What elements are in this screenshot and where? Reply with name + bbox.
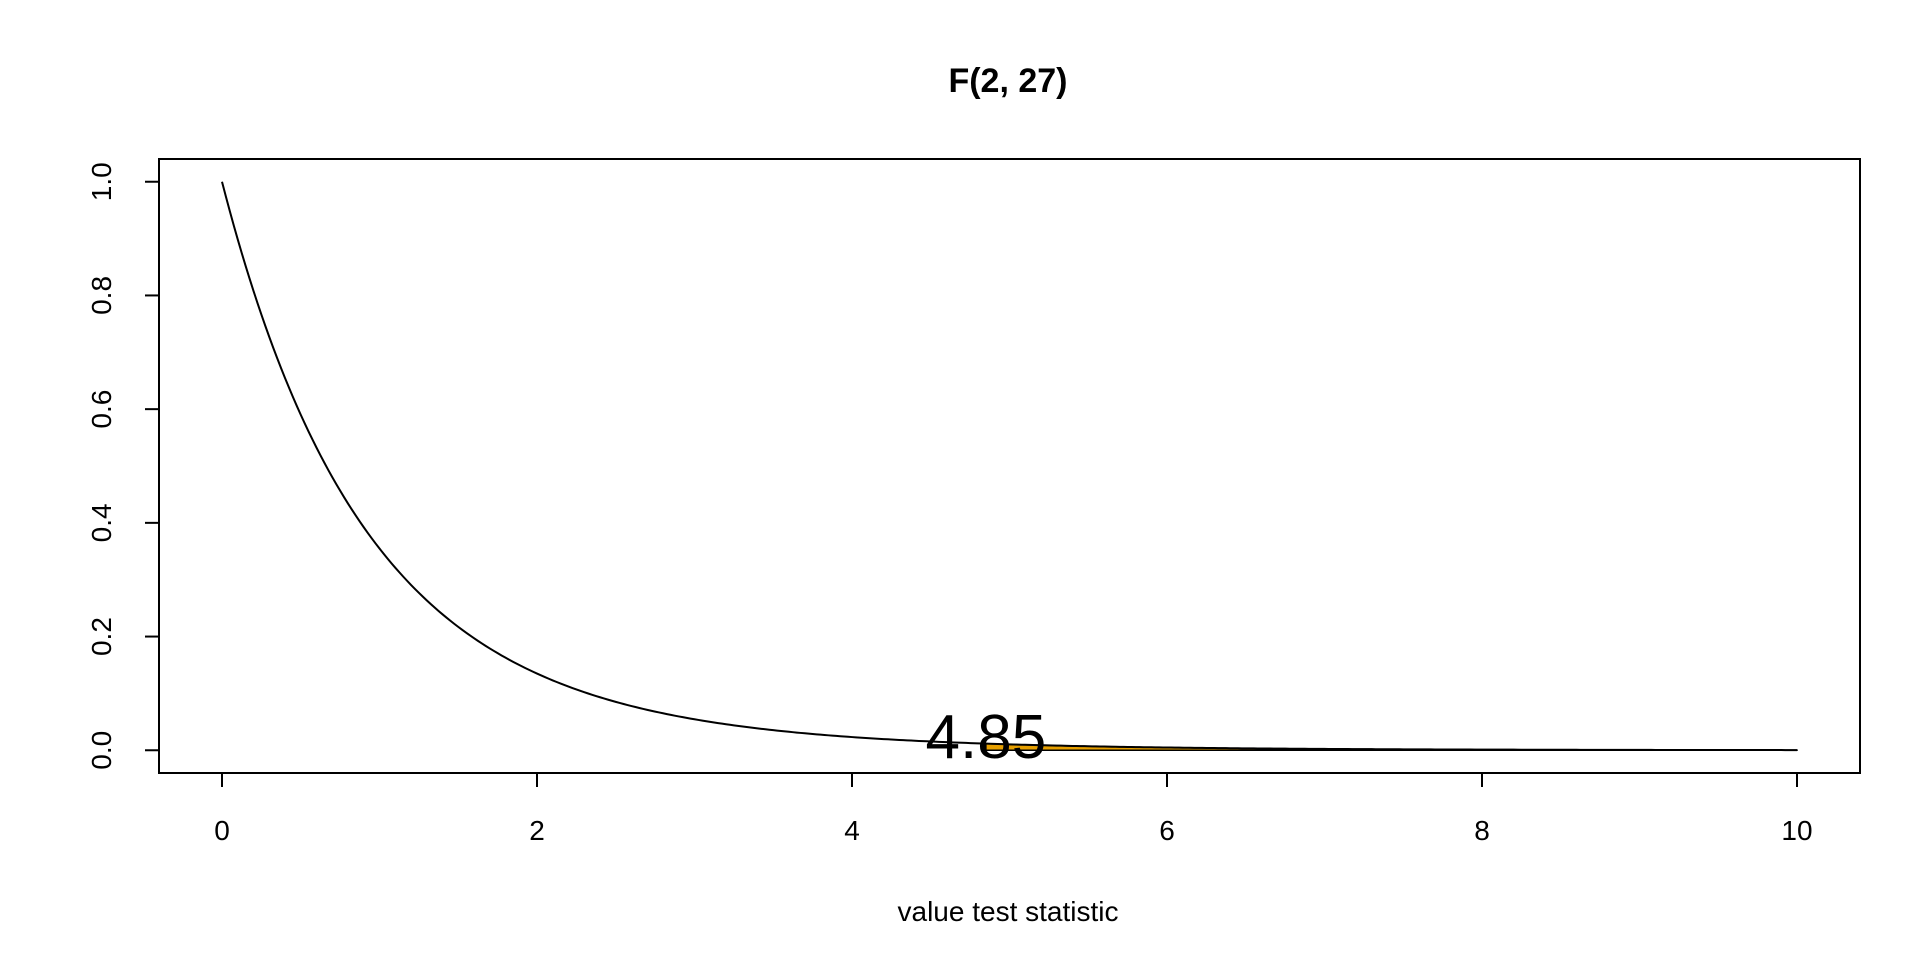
y-tick-label: 0.2 — [86, 617, 117, 656]
x-tick-label: 2 — [529, 815, 545, 846]
x-tick-label: 4 — [844, 815, 860, 846]
density-line — [221, 181, 1798, 752]
y-tick-label: 0.0 — [86, 731, 117, 770]
y-axis: 0.0 0.2 0.4 0.6 0.8 1.0 — [86, 162, 160, 770]
annotation-layer: 4.85 — [926, 703, 1047, 772]
x-tick-label: 10 — [1781, 815, 1812, 846]
chart-title: F(2, 27) — [948, 62, 1067, 100]
x-tick-label: 6 — [1159, 815, 1175, 846]
x-tick-label: 8 — [1474, 815, 1490, 846]
x-axis: 0 2 4 6 8 10 — [214, 772, 1813, 846]
plot-frame — [158, 158, 1861, 774]
y-tick-label: 1.0 — [86, 162, 117, 201]
y-tick-label: 0.6 — [86, 390, 117, 429]
x-tick-label: 0 — [214, 815, 230, 846]
density-line-layer — [221, 181, 1798, 752]
y-tick-label: 0.8 — [86, 276, 117, 315]
x-axis-label: value test statistic — [898, 896, 1119, 927]
test-statistic-annotation: 4.85 — [926, 703, 1047, 772]
y-tick-label: 0.4 — [86, 503, 117, 542]
